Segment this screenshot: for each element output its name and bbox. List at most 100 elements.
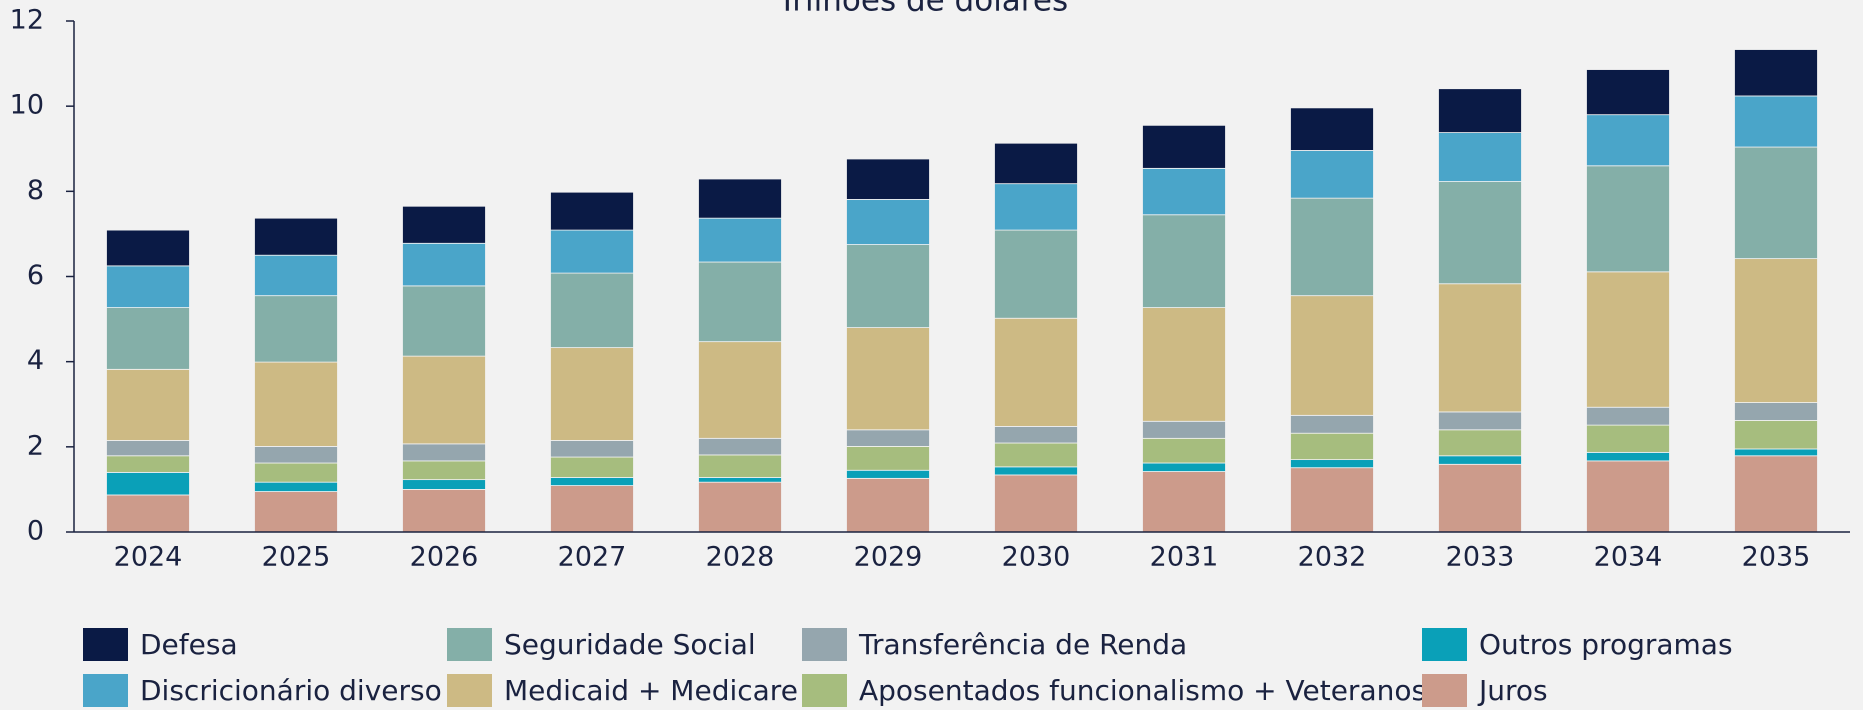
bar-segment <box>698 341 782 439</box>
bar-segment <box>106 494 190 533</box>
bar-segment <box>1586 460 1670 533</box>
bar-segment <box>1438 463 1522 533</box>
legend-swatch <box>1422 674 1467 707</box>
bar-segment <box>994 466 1078 476</box>
bar-segment <box>550 485 634 533</box>
bar-segment <box>698 477 782 483</box>
bar-segment <box>550 456 634 478</box>
bar-segment <box>1438 283 1522 413</box>
bar-segment <box>1290 295 1374 416</box>
bar-segment <box>402 479 486 490</box>
bar-segment <box>550 440 634 458</box>
x-tick-label: 2032 <box>1298 542 1367 573</box>
bar-segment <box>402 443 486 462</box>
bar-segment <box>550 272 634 349</box>
bar-segment <box>698 261 782 343</box>
bar-segment <box>1290 459 1374 469</box>
bar-segment <box>1142 420 1226 439</box>
bar-segment <box>1734 402 1818 421</box>
bar-segment <box>846 469 930 479</box>
bar-segment <box>1290 107 1374 151</box>
bar-segment <box>1142 307 1226 422</box>
bar-segment <box>1438 455 1522 465</box>
bar-segment <box>698 454 782 478</box>
x-tick-label: 2033 <box>1446 542 1515 573</box>
bar-segment <box>254 491 338 533</box>
bar-segment <box>1734 49 1818 97</box>
legend-label: Transferência de Renda <box>858 628 1187 661</box>
bar-segment <box>106 455 190 473</box>
bar-segment <box>1586 69 1670 116</box>
y-tick-label: 8 <box>27 175 44 206</box>
bar-segment <box>1290 197 1374 297</box>
x-tick-label: 2026 <box>410 542 479 573</box>
y-tick-label: 2 <box>27 430 44 461</box>
bar-segment <box>254 217 338 256</box>
bar-segment <box>402 285 486 357</box>
legend-swatch <box>447 674 492 707</box>
legend-label: Medicaid + Medicare <box>504 674 798 707</box>
x-tick-label: 2035 <box>1742 542 1811 573</box>
bar-segment <box>994 474 1078 533</box>
bar-segment <box>1586 451 1670 462</box>
bar-segment <box>402 460 486 481</box>
x-tick-label: 2031 <box>1150 542 1219 573</box>
bar-segment <box>402 489 486 533</box>
bar-segment <box>1734 258 1818 403</box>
bar-segment <box>1142 124 1226 169</box>
chart-title: Trilhões de dólares <box>777 0 1068 19</box>
bar-segment <box>550 229 634 274</box>
legend-swatch <box>802 674 847 707</box>
x-tick-label: 2034 <box>1594 542 1663 573</box>
bar-segment <box>402 355 486 445</box>
bar-segment <box>846 158 930 200</box>
bar-segment <box>254 481 338 492</box>
bar-segment <box>1734 455 1818 533</box>
bar-segment <box>1586 271 1670 408</box>
legend-label: Aposentados funcionalismo + Veteranos <box>859 674 1426 707</box>
bar-segment <box>698 178 782 219</box>
legend-swatch <box>1422 628 1467 661</box>
bar-segment <box>254 446 338 464</box>
y-tick-label: 4 <box>27 345 44 376</box>
bar-segment <box>1142 167 1226 216</box>
bar-segment <box>1438 411 1522 431</box>
legend-label: Juros <box>1477 674 1548 707</box>
bar-segment <box>254 462 338 483</box>
legend-label: Seguridade Social <box>504 628 756 661</box>
bar-segment <box>846 429 930 447</box>
bar-segment <box>1734 95 1818 148</box>
bar-segment <box>550 191 634 231</box>
y-tick-label: 6 <box>27 260 44 291</box>
bar-segment <box>994 442 1078 468</box>
bar-segment <box>1438 88 1522 133</box>
bar-segment <box>1438 429 1522 457</box>
bar-segment <box>1290 467 1374 533</box>
bar-segment <box>846 199 930 245</box>
bar-segment <box>1142 471 1226 533</box>
bar-segment <box>1438 181 1522 285</box>
x-tick-label: 2028 <box>706 542 775 573</box>
bar-segment <box>1142 462 1226 472</box>
x-tick-label: 2030 <box>1002 542 1071 573</box>
bar-segment <box>1142 437 1226 464</box>
bar-segment <box>994 142 1078 185</box>
bar-segment <box>994 229 1078 319</box>
bar-segment <box>106 307 190 370</box>
bar-segment <box>254 295 338 363</box>
bar-segment <box>698 217 782 263</box>
bar-segment <box>106 265 190 308</box>
bar-segment <box>550 477 634 486</box>
bar-segment <box>846 446 930 471</box>
bar-segment <box>1142 214 1226 308</box>
legend-swatch <box>83 674 128 707</box>
legend-swatch <box>83 628 128 661</box>
bar-segment <box>698 481 782 533</box>
bar-segment <box>1734 448 1818 457</box>
bar-segment <box>106 440 190 457</box>
bar-segment <box>698 437 782 456</box>
x-tick-label: 2025 <box>262 542 331 573</box>
bar-segment <box>1734 420 1818 450</box>
x-tick-label: 2027 <box>558 542 627 573</box>
